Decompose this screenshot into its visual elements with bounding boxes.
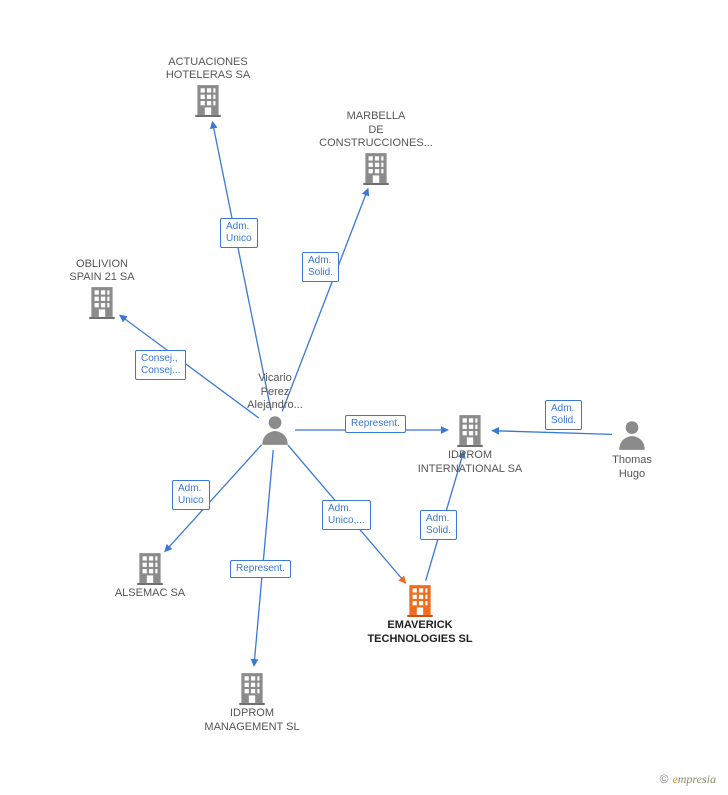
node-alsemac[interactable]: ALSEMAC SA — [80, 551, 220, 601]
edge-vicario-idprom_mgmt — [254, 450, 273, 666]
edge-label: Represent. — [230, 560, 291, 578]
edge-label: Adm. Solid. — [302, 252, 339, 282]
edge-label: Adm. Solid. — [420, 510, 457, 540]
node-label: EMAVERICKTECHNOLOGIES SL — [350, 619, 490, 647]
node-idprom_mgmt[interactable]: IDPROMMANAGEMENT SL — [182, 671, 322, 735]
edge-label: Adm. Unico — [220, 218, 258, 248]
node-emaverick[interactable]: EMAVERICKTECHNOLOGIES SL — [350, 583, 490, 647]
node-label: ACTUACIONESHOTELERAS SA — [138, 56, 278, 84]
node-label: VicarioPerezAlejandro... — [205, 372, 345, 413]
node-label: IDPROMINTERNATIONAL SA — [400, 449, 540, 477]
node-vicario[interactable]: VicarioPerezAlejandro... — [205, 372, 345, 449]
node-thomas[interactable]: ThomasHugo — [562, 418, 702, 482]
edge-label: Consej., Consej... — [135, 350, 186, 380]
edge-label: Adm. Solid. — [545, 400, 582, 430]
node-label: ALSEMAC SA — [80, 587, 220, 601]
edge-label: Adm. Unico — [172, 480, 210, 510]
edge-label: Represent. — [345, 415, 406, 433]
node-oblivion[interactable]: OBLIVIONSPAIN 21 SA — [32, 258, 172, 322]
watermark: ©empresia — [660, 772, 716, 787]
node-label: ThomasHugo — [562, 454, 702, 482]
node-marbella[interactable]: MARBELLADECONSTRUCCIONES... — [306, 110, 446, 187]
node-idprom_intl[interactable]: IDPROMINTERNATIONAL SA — [400, 413, 540, 477]
node-label: MARBELLADECONSTRUCCIONES... — [306, 110, 446, 151]
brand-rest: mpresia — [678, 772, 716, 786]
node-label: IDPROMMANAGEMENT SL — [182, 707, 322, 735]
edge-label: Adm. Unico,... — [322, 500, 371, 530]
node-label: OBLIVIONSPAIN 21 SA — [32, 258, 172, 286]
copyright-symbol: © — [660, 772, 669, 786]
diagram-canvas: ACTUACIONESHOTELERAS SA MARBELLADECONSTR… — [0, 0, 728, 795]
node-actuaciones[interactable]: ACTUACIONESHOTELERAS SA — [138, 56, 278, 120]
edge-vicario-actuaciones — [212, 122, 271, 411]
